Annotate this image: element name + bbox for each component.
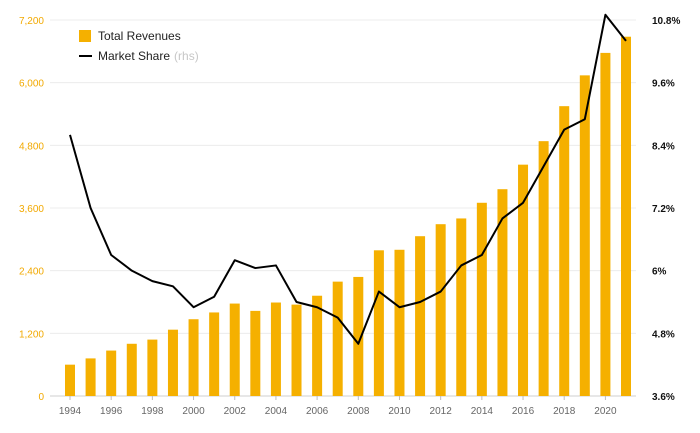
right-tick-label: 4.8% [652, 329, 675, 340]
grid-lines [50, 19, 636, 397]
revenue-bar [65, 364, 75, 396]
x-tick-label: 2014 [471, 406, 494, 417]
x-axis: 1994 1996 1998 2000 2002 2004 2006 2008 2010 2012… [59, 396, 617, 417]
right-axis: 3.6% 4.8% 6% 7.2% 8.4% 9.6% 10.8% [652, 16, 680, 403]
x-tick-label: 1996 [100, 406, 123, 417]
left-tick-label: 7,200 [19, 16, 44, 27]
revenue-bar [353, 276, 364, 396]
revenue-bar [579, 75, 590, 396]
right-tick-label: 7.2% [652, 204, 675, 215]
x-tick-label: 2000 [182, 406, 205, 417]
revenue-bar [600, 52, 611, 397]
left-tick-label: 4,800 [19, 141, 44, 152]
x-tick-label: 2006 [306, 406, 329, 417]
revenue-bar [229, 303, 240, 396]
revenue-bar [126, 343, 137, 396]
revenue-bars [65, 36, 631, 397]
left-tick-label: 0 [38, 392, 44, 403]
revenue-bar [291, 304, 302, 396]
revenue-bar [415, 236, 426, 396]
revenue-bar [394, 249, 405, 396]
revenue-bar [435, 224, 446, 396]
legend-label-market-share-name: Market Share [98, 49, 170, 63]
left-axis: 0 1,200 2,400 3,600 4,800 6,000 7,200 [19, 16, 44, 403]
revenue-bar [538, 141, 549, 396]
right-tick-label: 3.6% [652, 392, 675, 403]
revenue-bar [312, 295, 323, 396]
revenue-bar [621, 36, 631, 396]
right-tick-label: 6% [652, 267, 667, 278]
x-tick-label: 2002 [224, 406, 247, 417]
left-tick-label: 3,600 [19, 204, 44, 215]
revenue-bar [456, 218, 467, 396]
revenue-bar [373, 250, 384, 396]
revenue-bar [518, 164, 529, 396]
left-tick-label: 1,200 [19, 329, 44, 340]
market-share-line [69, 13, 627, 345]
x-tick-label: 1998 [141, 406, 164, 417]
revenue-bar [106, 350, 117, 396]
x-tick-label: 1994 [59, 406, 82, 417]
revenue-bar [476, 202, 487, 396]
legend-label-rhs-suffix: (rhs) [174, 49, 199, 63]
x-tick-label: 2010 [388, 406, 411, 417]
x-tick-label: 2008 [347, 406, 370, 417]
revenue-bar [209, 312, 220, 396]
x-tick-label: 2018 [553, 406, 576, 417]
revenue-bar [270, 302, 281, 396]
revenue-bar [167, 329, 178, 396]
legend-label-market-share: Market Share (rhs) [98, 49, 199, 63]
x-tick-label: 2004 [265, 406, 288, 417]
legend-swatch-total-revenues [79, 30, 91, 42]
right-tick-label: 10.8% [652, 16, 680, 27]
left-tick-label: 2,400 [19, 267, 44, 278]
revenue-bar [188, 319, 199, 396]
x-tick-label: 2020 [594, 406, 617, 417]
right-tick-label: 8.4% [652, 141, 675, 152]
right-tick-label: 9.6% [652, 79, 675, 90]
revenue-bar [250, 310, 261, 396]
x-tick-label: 2012 [430, 406, 453, 417]
legend-label-total-revenues: Total Revenues [98, 29, 181, 43]
revenue-bar [559, 106, 570, 397]
revenue-bar [147, 339, 158, 396]
legend: Total Revenues Market Share (rhs) [79, 29, 199, 63]
revenue-bar [497, 189, 508, 396]
revenue-bar [85, 358, 96, 396]
revenue-bar [332, 281, 343, 396]
left-tick-label: 6,000 [19, 79, 44, 90]
x-tick-label: 2016 [512, 406, 535, 417]
